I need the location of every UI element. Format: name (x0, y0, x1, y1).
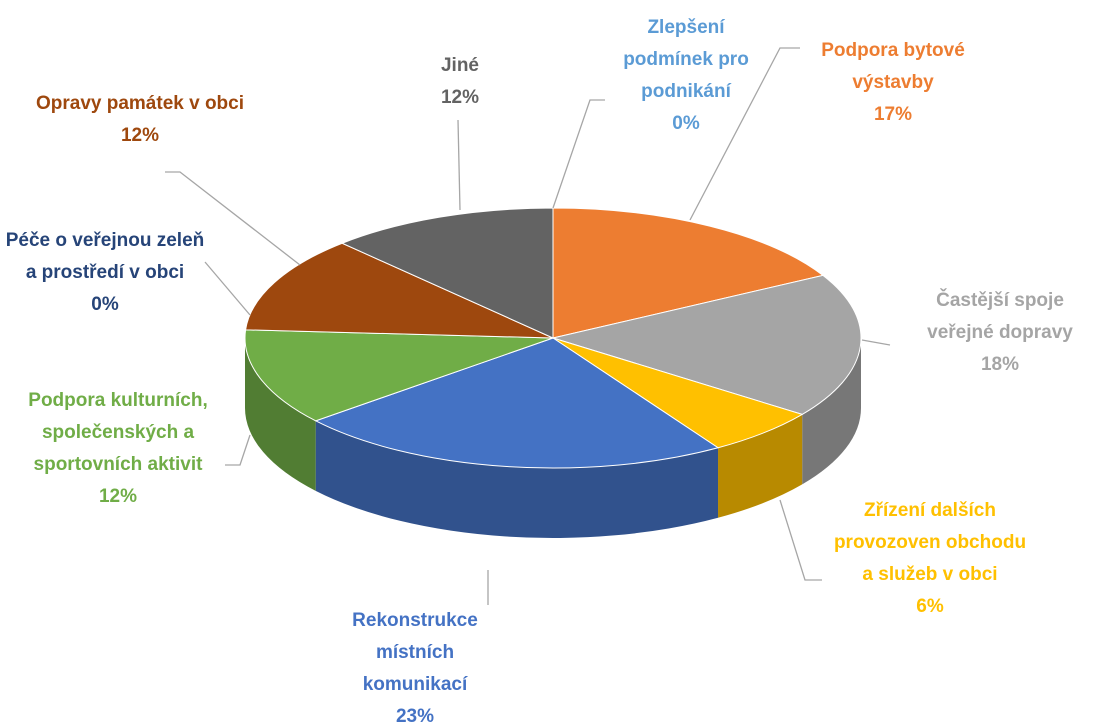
label-value: 17% (873, 104, 913, 125)
slice (244, 329, 554, 422)
label-name: Opravy památek v obci (35, 93, 245, 114)
label-value: 0% (91, 294, 119, 315)
slice-side (718, 414, 803, 518)
slice (340, 207, 554, 339)
label-value: 6% (916, 596, 944, 617)
leader-line (779, 499, 822, 581)
slice (245, 242, 554, 339)
label-name: Častější spoje veřejné dopravy (927, 290, 1073, 343)
data-label: Zřízení dalších provozoven obchodu a slu… (830, 495, 1030, 623)
label-name: Zlepšení podmínek pro podnikání (623, 17, 749, 102)
leader-line (861, 339, 891, 346)
slice (551, 274, 862, 415)
pie-tops (244, 207, 862, 469)
leader-line (457, 119, 461, 211)
label-value: 12% (120, 125, 160, 146)
label-value: 12% (440, 87, 480, 108)
pie-sides (245, 338, 861, 538)
data-label: Zlepšení podmínek pro podnikání 0% (606, 12, 766, 140)
data-label: Jiné 12% (420, 50, 500, 114)
label-name: Péče o veřejnou zeleň a prostředí v obci (5, 230, 205, 283)
data-label: Častější spoje veřejné dopravy 18% (905, 285, 1094, 381)
leader-line (204, 261, 251, 316)
label-name: Podpora kulturních, společenských a spor… (28, 390, 208, 475)
slice-side (315, 420, 719, 538)
label-name: Zřízení dalších provozoven obchodu a slu… (833, 500, 1027, 585)
label-value: 18% (980, 354, 1020, 375)
label-value: 23% (395, 706, 435, 724)
label-value: 0% (672, 113, 700, 134)
label-name: Jiné (440, 55, 480, 76)
leader-line (552, 99, 605, 209)
data-label: Podpora bytové výstavby 17% (793, 35, 993, 131)
leader-line (225, 434, 251, 466)
label-value: 12% (98, 486, 138, 507)
data-label: Rekonstrukce místních komunikací 23% (325, 605, 505, 724)
slice (314, 337, 720, 469)
slice (552, 207, 825, 339)
label-name: Podpora bytové výstavby (821, 40, 965, 93)
data-label: Podpora kulturních, společenských a spor… (23, 385, 213, 513)
label-name: Rekonstrukce místních komunikací (352, 610, 478, 695)
slice-side (245, 338, 316, 491)
data-label: Péče o veřejnou zeleň a prostředí v obci… (5, 225, 205, 321)
data-label: Opravy památek v obci 12% (30, 88, 250, 152)
slice-side (802, 338, 861, 485)
leader-line (689, 47, 800, 221)
leader-line (165, 171, 301, 266)
